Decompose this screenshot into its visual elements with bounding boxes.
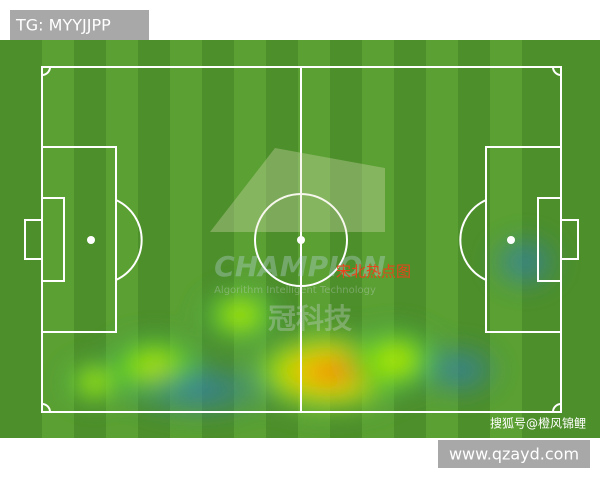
watermark: CHAMPION Algorithm Intelligent Technolog… [210, 148, 386, 335]
tag: TG: MYYJJPP [15, 16, 111, 35]
site-box [438, 440, 590, 468]
watermark-brand: CHAMPION [214, 250, 386, 283]
site: www.qzayd.com [449, 445, 579, 464]
credit: 搜狐号@橙风锦鲤 [490, 416, 586, 431]
watermark-chinese: 冠科技 [268, 302, 352, 335]
heat-blobs [60, 230, 565, 420]
watermark-tagline: Algorithm Intelligent Technology [214, 285, 376, 296]
pitch-lines [24, 66, 579, 413]
tag-box [10, 10, 149, 40]
heatmap-label: 宋北热点图 [336, 263, 411, 281]
